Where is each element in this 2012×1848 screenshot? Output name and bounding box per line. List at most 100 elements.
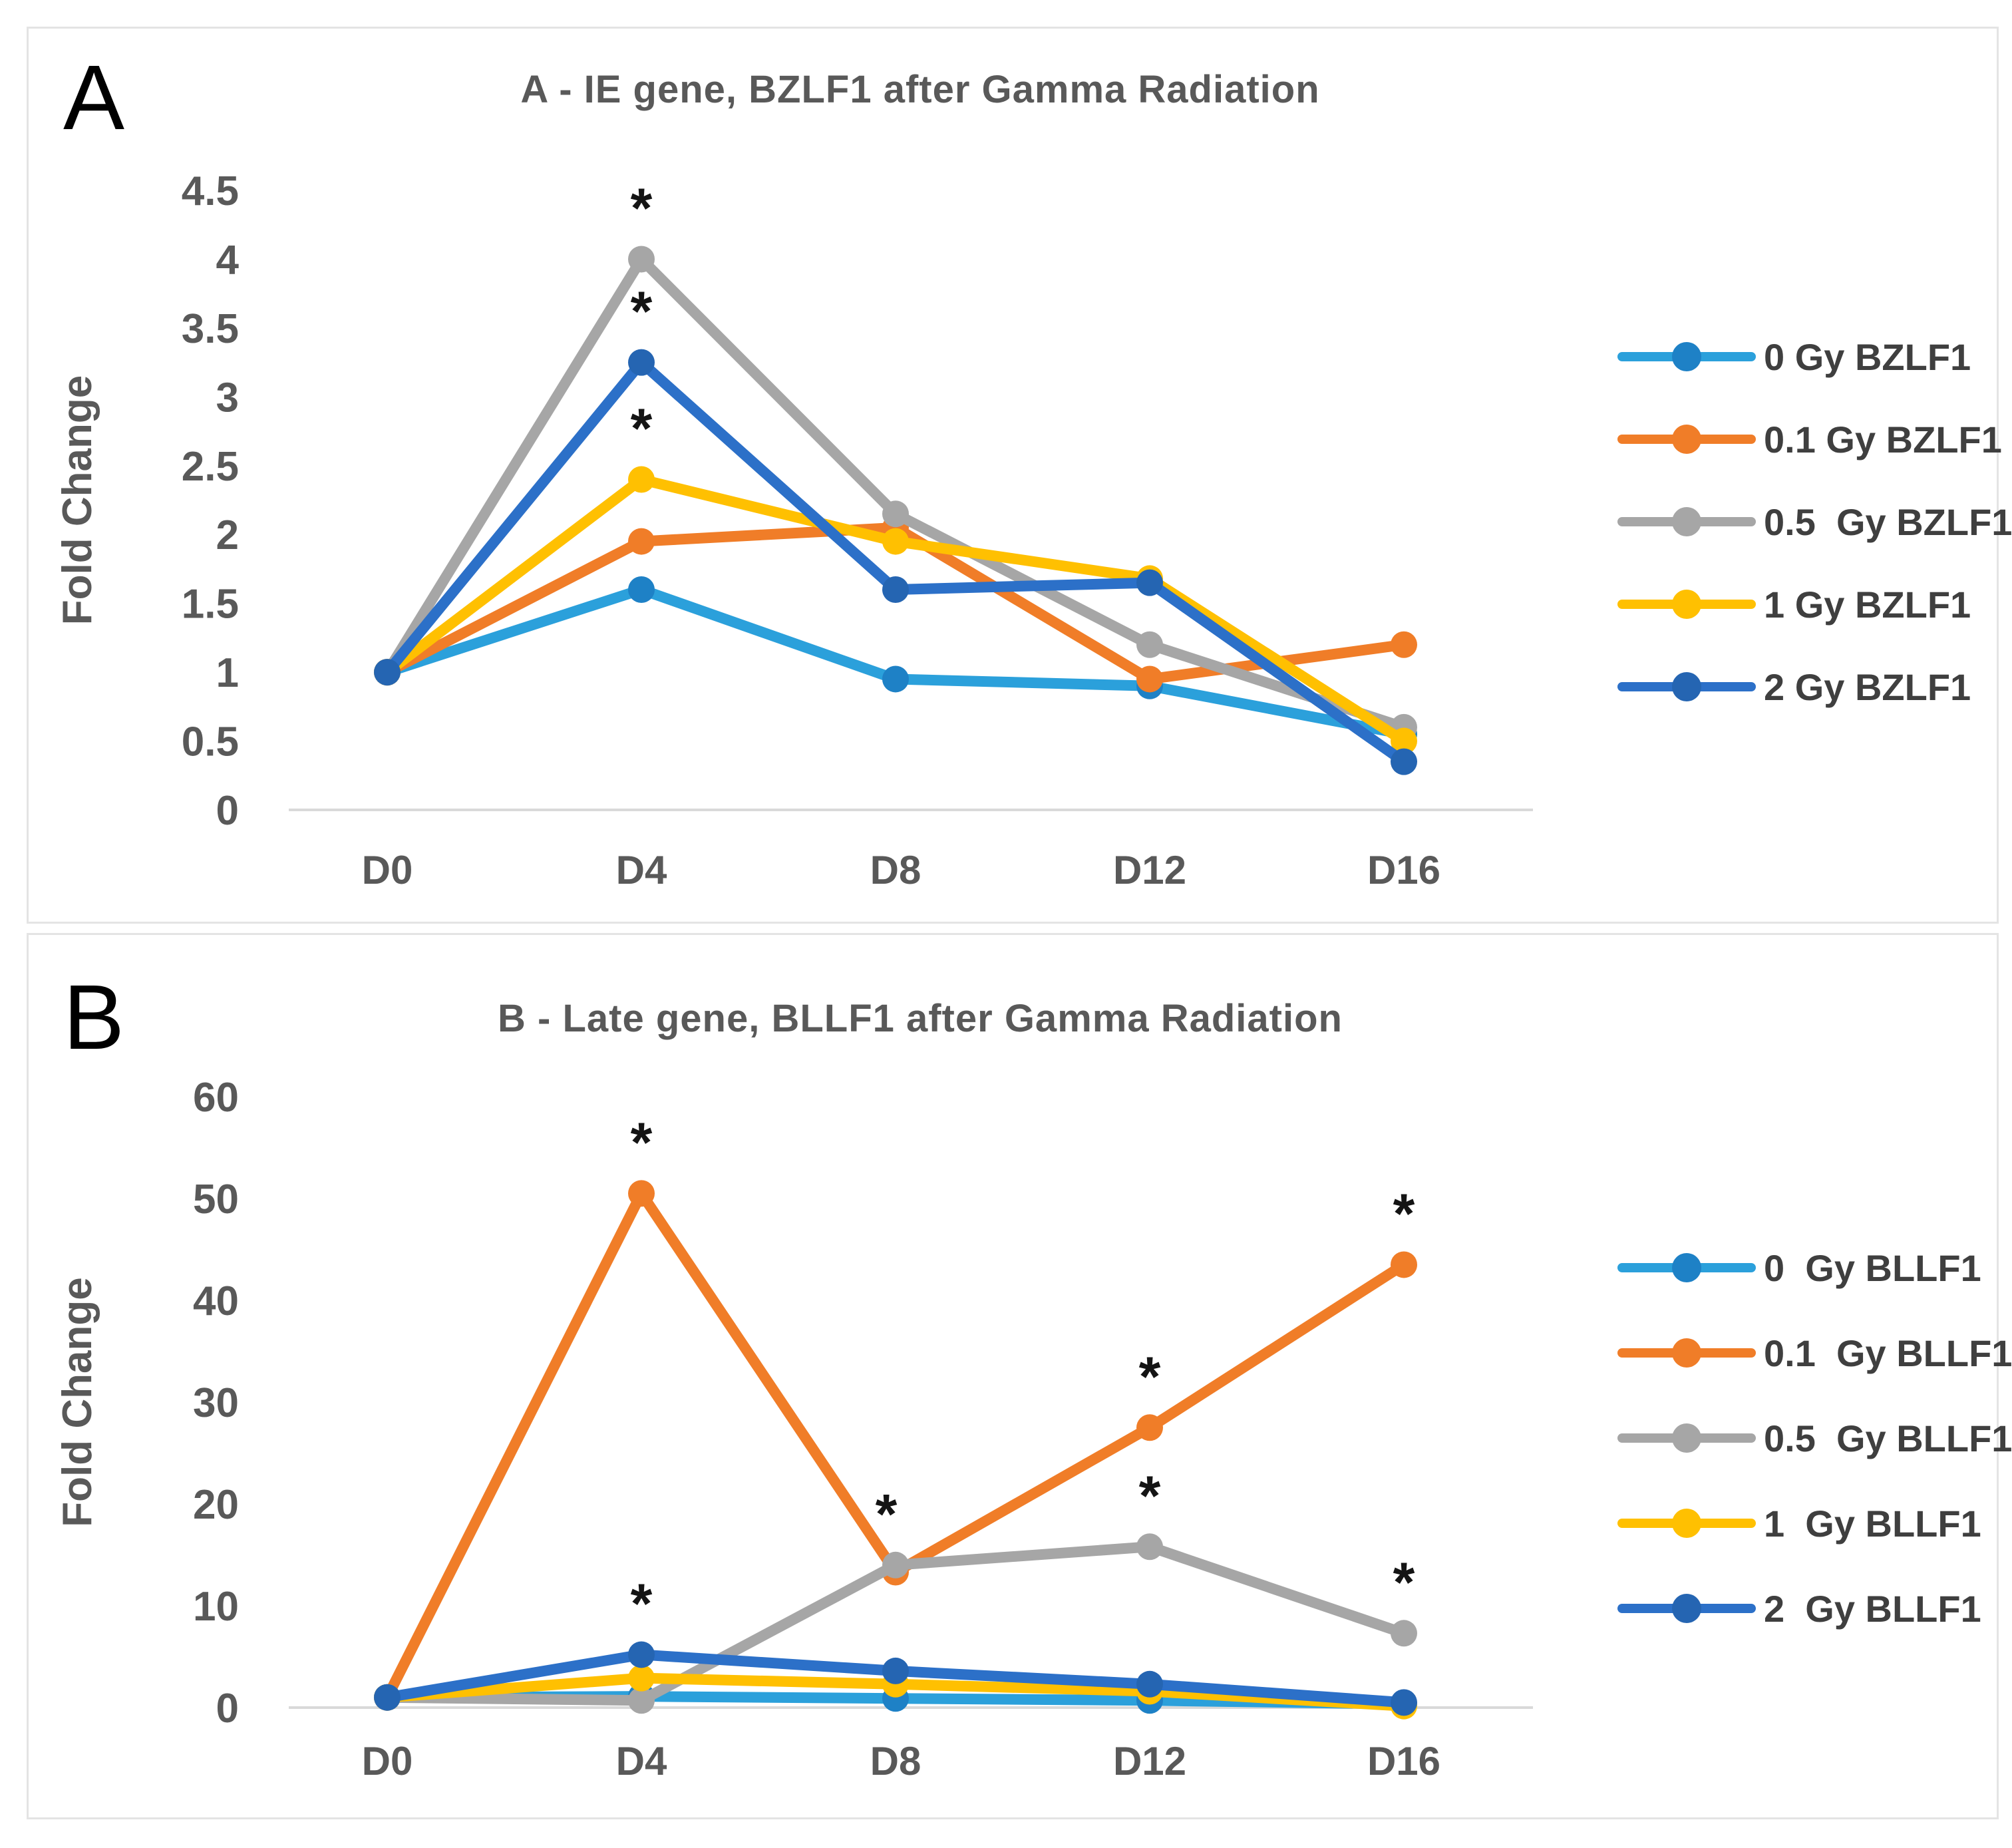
x-category-label: D12 — [1113, 848, 1186, 892]
data-point-marker — [1391, 727, 1417, 755]
y-tick-label: 0 — [216, 788, 239, 834]
legend-label: 0 Gy BLLF1 — [1764, 1246, 1981, 1289]
significance-asterisk: * — [631, 280, 653, 343]
legend-line-swatch — [1617, 342, 1756, 371]
legend-item: 1 Gy BLLF1 — [1617, 1481, 2012, 1566]
legend-marker-dot — [1672, 1509, 1701, 1538]
data-point-marker — [628, 349, 655, 376]
data-point-marker — [628, 1687, 655, 1714]
line-chart-bzlf1: 0 0.5 1 1.5 2 2.5 3 3.5 4 4.5 Fold Change D0 D4 D8 D12… — [55, 168, 1533, 892]
legend-line-swatch — [1617, 672, 1756, 701]
legend-marker-dot — [1672, 1423, 1701, 1453]
y-axis-title: Fold Change — [55, 375, 100, 625]
series-line — [382, 1188, 1409, 1703]
data-point-marker — [628, 1180, 655, 1207]
legend-item: 2 Gy BLLF1 — [1617, 1566, 2012, 1651]
data-point-marker — [1391, 1251, 1417, 1278]
data-point-marker — [374, 659, 401, 686]
data-point-marker — [374, 1684, 401, 1711]
data-point-marker — [1136, 665, 1163, 693]
y-tick-label: 40 — [193, 1278, 239, 1324]
significance-asterisk: * — [631, 1111, 653, 1173]
significance-asterisk: * — [876, 1483, 898, 1545]
data-point-marker — [628, 528, 655, 555]
data-point-marker — [1136, 1670, 1163, 1698]
y-tick-label: 30 — [193, 1380, 239, 1426]
legend-marker-dot — [1672, 1253, 1701, 1282]
significance-asterisk: * — [631, 1572, 653, 1634]
legend-item: 0.1 Gy BLLF1 — [1617, 1310, 2012, 1395]
y-tick-label: 0 — [216, 1686, 239, 1732]
y-tick-label: 0.5 — [182, 719, 239, 765]
x-category-label: D16 — [1367, 848, 1440, 892]
legend-line-swatch — [1617, 590, 1756, 619]
data-point-marker — [1136, 631, 1163, 658]
legend-label: 0.1 Gy BZLF1 — [1764, 418, 2002, 461]
x-category-label: D4 — [616, 1739, 667, 1783]
data-point-marker — [882, 1551, 909, 1578]
y-tick-label: 50 — [193, 1177, 239, 1222]
y-tick-label: 2.5 — [182, 444, 239, 490]
legend-label: 1 Gy BLLF1 — [1764, 1502, 1981, 1545]
data-point-marker — [628, 1664, 655, 1692]
y-tick-label: 10 — [193, 1584, 239, 1630]
legend-item: 0 Gy BZLF1 — [1617, 315, 2012, 398]
legend-line-swatch — [1617, 1594, 1756, 1623]
legend-label: 0.5 Gy BLLF1 — [1764, 1417, 2012, 1459]
legend-line-swatch — [1617, 507, 1756, 536]
legend-label: 0 Gy BZLF1 — [1764, 335, 1971, 378]
legend-marker-dot — [1672, 425, 1701, 454]
data-point-marker — [1391, 1620, 1417, 1647]
y-tick-label: 3.5 — [182, 306, 239, 352]
x-category-label: D0 — [362, 1739, 413, 1783]
legend-item: 1 Gy BZLF1 — [1617, 563, 2012, 646]
legend-marker-dot — [1672, 590, 1701, 619]
x-category-label: D8 — [870, 1739, 922, 1783]
data-point-marker — [1136, 1533, 1163, 1561]
data-point-marker — [1391, 748, 1417, 775]
data-point-marker — [882, 1657, 909, 1684]
legend-item: 0.5 Gy BZLF1 — [1617, 480, 2012, 563]
legend-marker-dot — [1672, 672, 1701, 701]
legend-label: 2 Gy BZLF1 — [1764, 665, 1971, 708]
legend-line-swatch — [1617, 1253, 1756, 1282]
significance-asterisk: * — [1393, 1551, 1415, 1613]
y-tick-label: 4.5 — [182, 168, 239, 214]
data-point-marker — [1391, 1689, 1417, 1716]
y-tick-label: 20 — [193, 1482, 239, 1528]
x-category-label: D12 — [1113, 1739, 1186, 1783]
significance-asterisk: * — [1139, 1464, 1161, 1527]
chart-b-legend: 0 Gy BLLF1 0.1 Gy BLLF1 0.5 Gy BLLF1 1 Gy B… — [1617, 1225, 2012, 1651]
panel-a-letter: A — [63, 47, 125, 149]
x-category-label: D4 — [616, 848, 667, 892]
data-point-marker — [628, 466, 655, 493]
panel-b: B B - Late gene, BLLF1 after Gamma Radia… — [27, 933, 2012, 1819]
significance-asterisk: * — [631, 176, 653, 239]
data-point-marker — [1136, 569, 1163, 596]
data-point-marker — [882, 500, 909, 528]
line-chart-bllf1: 0 10 20 30 40 50 60 Fold Change D0 D4 D8 D12 D16 * * * *… — [55, 1075, 1533, 1783]
y-tick-label: 2 — [216, 512, 239, 558]
chart-a-title: A - IE gene, BZLF1 after Gamma Radiation — [520, 68, 1320, 111]
chart-a-legend: 0 Gy BZLF1 0.1 Gy BZLF1 0.5 Gy BZLF1 1 Gy B… — [1617, 315, 2012, 728]
data-point-marker — [628, 1641, 655, 1668]
y-axis-title: Fold Change — [55, 1277, 100, 1527]
legend-line-swatch — [1617, 425, 1756, 454]
legend-item: 0.1 Gy BZLF1 — [1617, 398, 2012, 480]
y-tick-label: 3 — [216, 375, 239, 421]
y-tick-label: 1.5 — [182, 582, 239, 628]
legend-line-swatch — [1617, 1423, 1756, 1453]
legend-label: 0.1 Gy BLLF1 — [1764, 1332, 2012, 1374]
legend-line-swatch — [1617, 1338, 1756, 1368]
legend-line-swatch — [1617, 1509, 1756, 1538]
significance-asterisk: * — [1393, 1182, 1415, 1244]
data-point-marker — [882, 528, 909, 555]
legend-label: 0.5 Gy BZLF1 — [1764, 500, 2012, 543]
data-point-marker — [1136, 1414, 1163, 1441]
legend-item: 0 Gy BLLF1 — [1617, 1225, 2012, 1310]
legend-label: 2 Gy BLLF1 — [1764, 1587, 1981, 1630]
legend-item: 2 Gy BZLF1 — [1617, 646, 2012, 728]
data-point-marker — [628, 576, 655, 603]
y-tick-label: 4 — [216, 237, 240, 283]
x-category-label: D16 — [1367, 1739, 1440, 1783]
